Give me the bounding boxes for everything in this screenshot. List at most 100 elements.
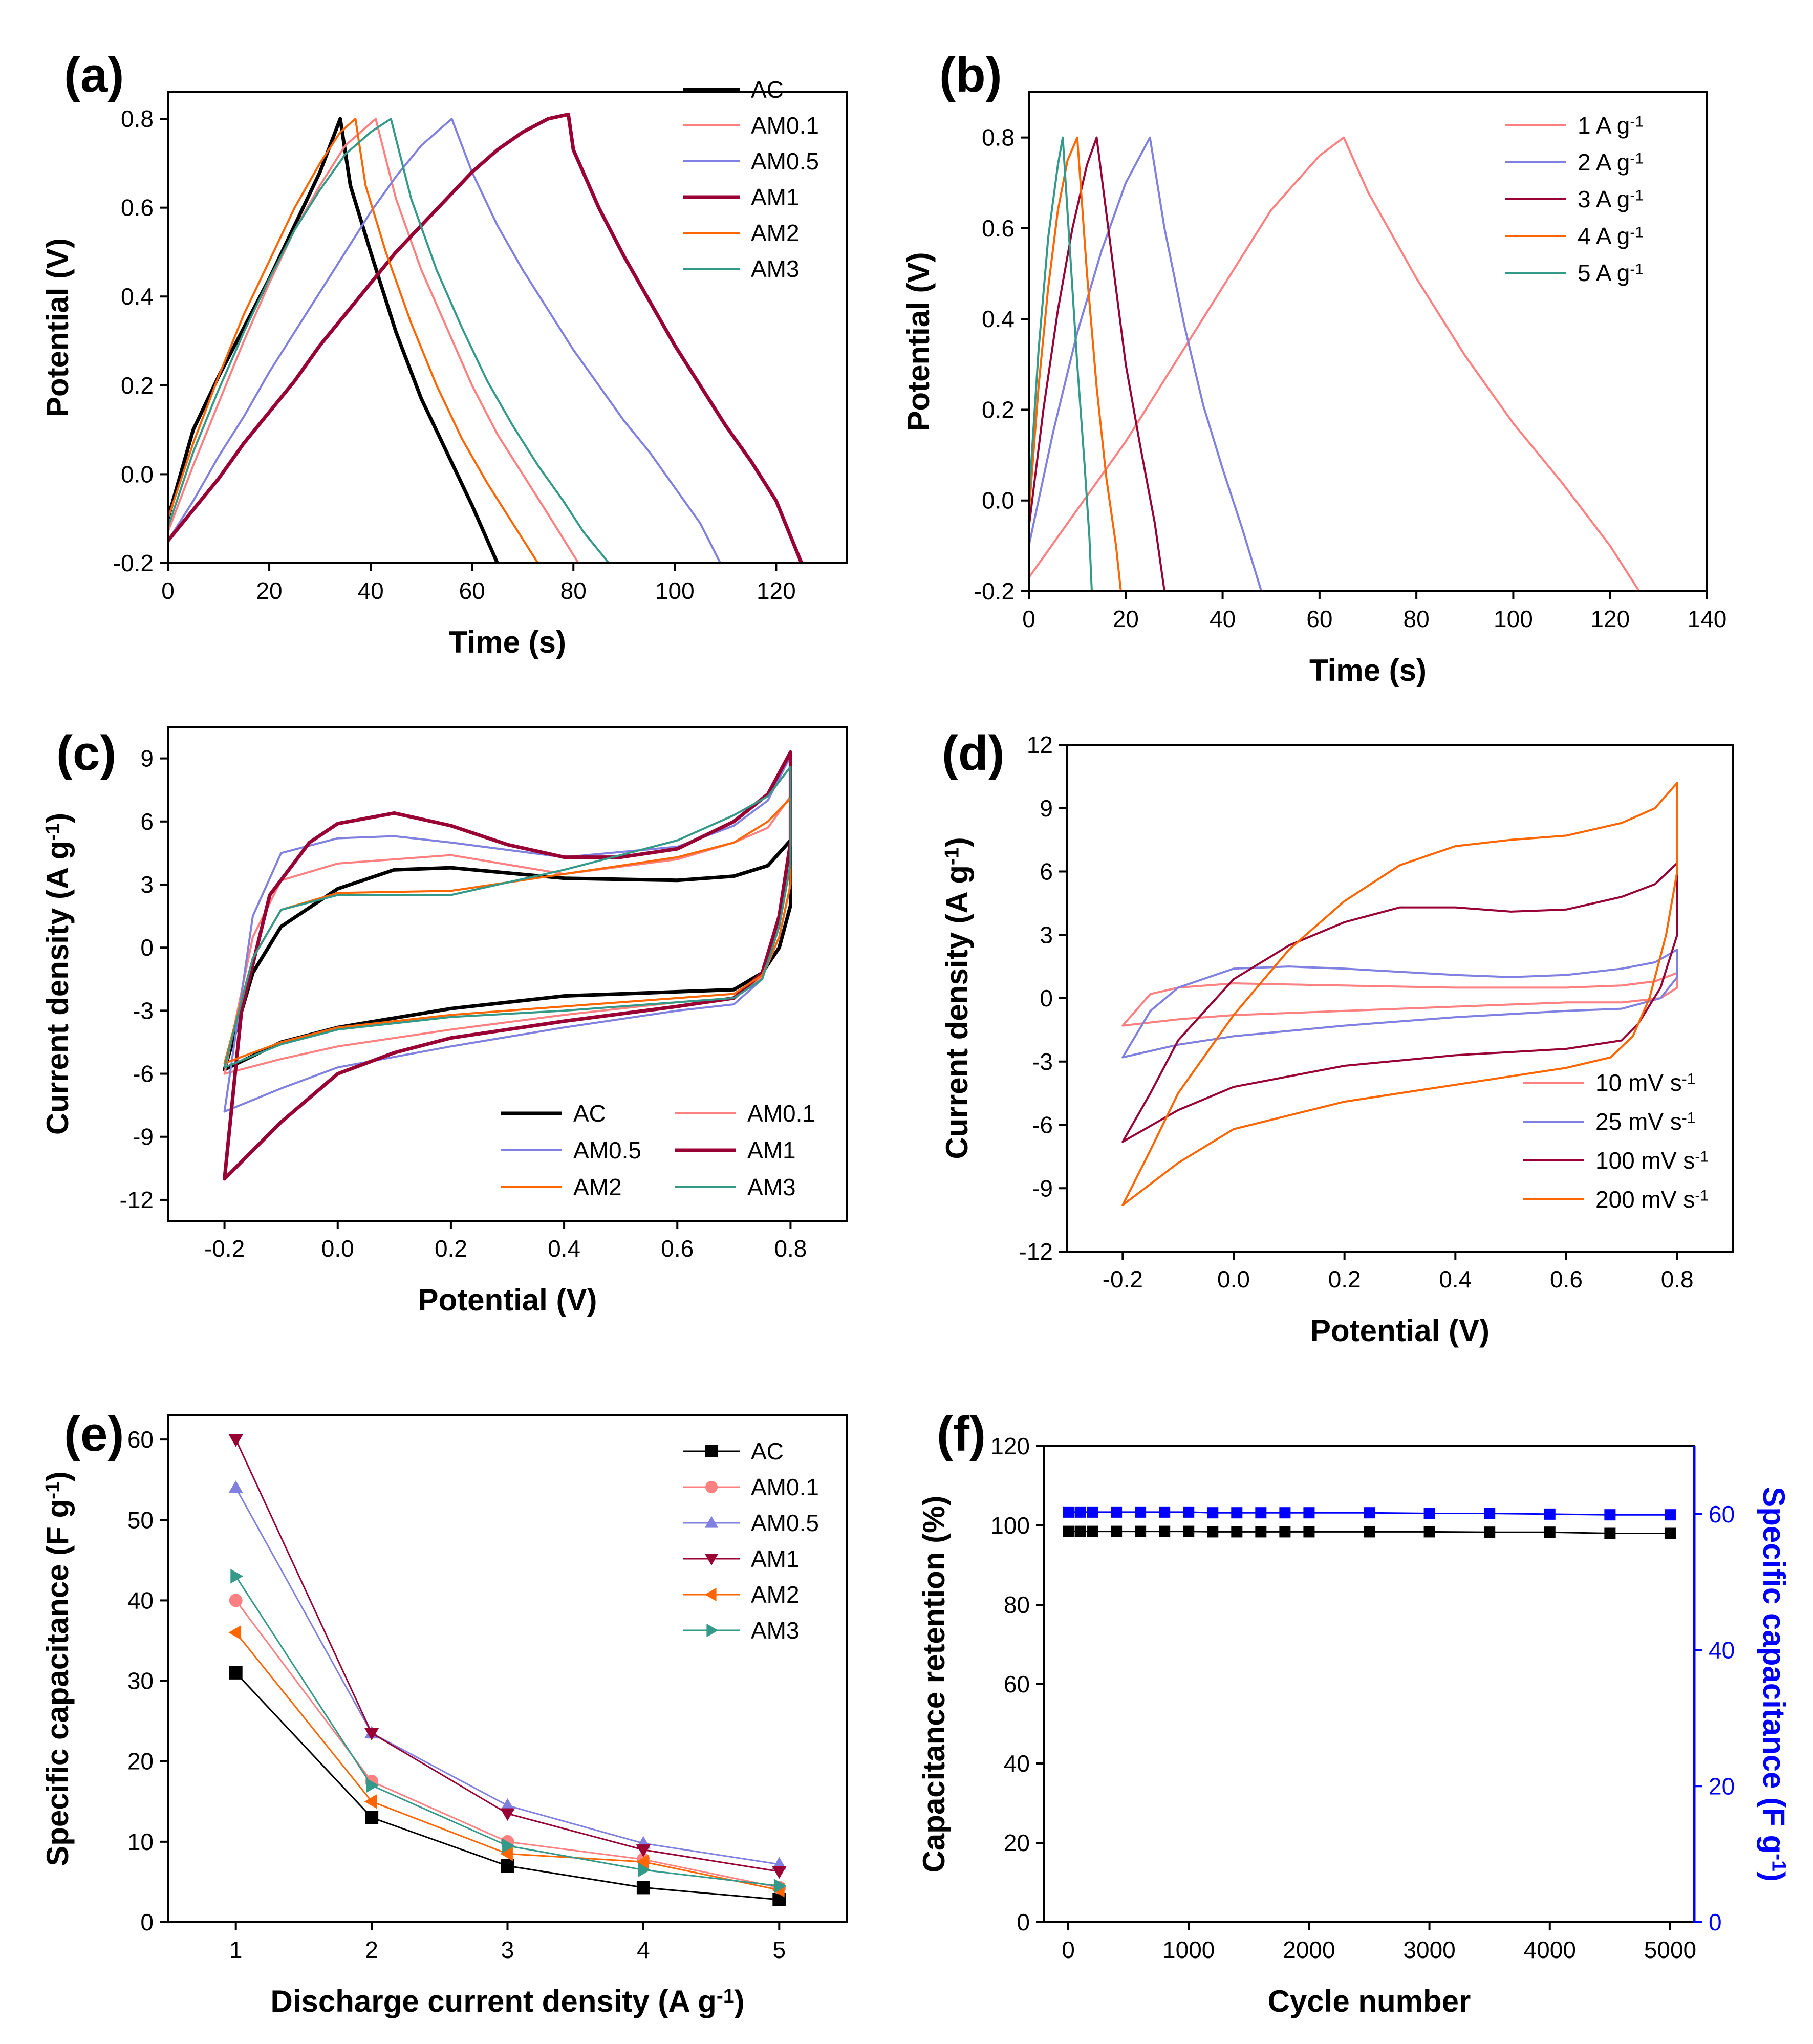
y2-axis-title-group: Specific capacitance (F g-1) (1757, 1487, 1791, 1882)
legend-label-main: AM1 (751, 184, 800, 210)
x-axis-title: Potential (V) (418, 1283, 597, 1317)
legend-label-main: AM2 (751, 1581, 800, 1608)
series-capacitance-retention-point (1087, 1525, 1098, 1537)
series-am0-1-line (223, 795, 792, 1075)
series-am1-point (500, 1808, 515, 1821)
legend: AC AM0.1 AM0.5 AM1 AM2 AM3 (501, 1100, 815, 1200)
legend-label-sup: -1 (1630, 114, 1644, 131)
series-specific-capacitance-point (1423, 1508, 1435, 1519)
series-capacitance-retention-point (1255, 1526, 1267, 1538)
panel-label: (f) (937, 1407, 986, 1461)
y-tick-label: 9 (140, 745, 154, 772)
series-specific-capacitance-point (1063, 1506, 1074, 1518)
series-am2-point (364, 1794, 377, 1809)
series-capacitance-retention-point (1111, 1525, 1123, 1537)
y-tick-label: 120 (990, 1433, 1030, 1459)
y-tick-label: 20 (1004, 1830, 1030, 1856)
series-group (1063, 1506, 1676, 1539)
y2-axis-title-main: Specific capacitance (F g (1757, 1487, 1791, 1854)
legend-label-main: 25 mV s (1595, 1108, 1682, 1135)
y-axis-title-main: Potential (V) (901, 252, 936, 431)
legend-label-main: 1 A g (1578, 112, 1630, 139)
x-axis-title-main: Time (s) (449, 625, 566, 659)
series-capacitance-retention-point (1074, 1525, 1086, 1537)
y-axis-title: Potential (V) (40, 238, 75, 417)
series-am3-line (168, 118, 610, 563)
y-axis-title-main: Current density (A g (940, 865, 974, 1159)
x-tick-label: 0 (1022, 606, 1035, 632)
legend-label: AC (751, 1438, 784, 1465)
y-tick-label: -9 (1032, 1175, 1053, 1201)
y-tick-label: 0 (1040, 985, 1053, 1012)
series-specific-capacitance-point (1604, 1509, 1616, 1521)
series-capacitance-retention-point (1159, 1525, 1171, 1537)
y-tick-label: 9 (1040, 795, 1053, 822)
legend-label-main: 5 A g (1578, 260, 1630, 286)
y-tick-label: 0.8 (982, 124, 1015, 151)
x-tick-label: 0.2 (435, 1235, 467, 1262)
legend-label-sup: -1 (1630, 150, 1644, 167)
legend-label: AM3 (747, 1174, 796, 1200)
legend-label-main: AM0.5 (751, 1510, 819, 1536)
series-2-a-g-line (1029, 136, 1263, 591)
plot-frame (167, 91, 848, 564)
y-tick-label: 0.2 (121, 372, 154, 399)
y-tick-label: 12 (1027, 731, 1053, 758)
series-am2-line (168, 118, 539, 563)
x-tick-label: 140 (1688, 606, 1727, 632)
legend-label: AM3 (751, 255, 800, 282)
series-ac-line (168, 117, 500, 563)
y-tick-label: 0 (1017, 1909, 1030, 1935)
series-specific-capacitance-point (1231, 1507, 1243, 1519)
series-am0-5-point (228, 1480, 243, 1493)
series-am1-point (772, 1866, 787, 1879)
y2-tick-label: 0 (1709, 1909, 1722, 1935)
legend-marker (704, 1587, 717, 1602)
x-axis-title: Time (s) (449, 625, 566, 659)
y-axis-title-group: Current density (A g-1) (940, 837, 974, 1159)
series-am3-point (502, 1838, 515, 1854)
legend-marker (705, 1445, 718, 1457)
legend-label-main: AM0.1 (747, 1100, 815, 1127)
y2-tick-label: 40 (1709, 1637, 1735, 1664)
legend-label: AM0.5 (573, 1137, 641, 1164)
x-axis-title-main: Cycle number (1268, 1984, 1471, 2018)
y-axis-title-main: Current density (A g (40, 841, 75, 1135)
y-tick-label: 0 (140, 934, 154, 961)
y-axis-title-sup: -1 (41, 823, 63, 841)
series-group (223, 750, 792, 1181)
chart-a: (a) 0 20 40 60 80 100 120 -0.2 0.0 0.2 0.4 0.6 0.8 Tim… (40, 48, 848, 659)
series-specific-capacitance-point (1074, 1506, 1086, 1518)
legend-label: 5 A g-1 (1578, 260, 1644, 286)
legend-label: AM0.1 (747, 1100, 815, 1127)
series-am3-line (223, 766, 792, 1069)
y-axis-title-main: Capacitance retention (%) (917, 1496, 951, 1873)
series-am2-point (636, 1854, 649, 1869)
x-axis-title-main: Discharge current density (A g (271, 1984, 717, 2018)
series-1-a-g-line (1029, 136, 1641, 591)
y-tick-label: 20 (127, 1748, 154, 1775)
series-capacitance-retention-point (1207, 1526, 1219, 1538)
series-am3-point (638, 1862, 651, 1878)
series-am3-point (366, 1778, 379, 1793)
y-tick-label: 60 (1004, 1671, 1030, 1697)
y-tick-label: 0.4 (982, 306, 1015, 332)
x-axis-title: Cycle number (1268, 1984, 1471, 2018)
series-am2-point (500, 1846, 513, 1861)
y-tick-label: 60 (127, 1426, 154, 1453)
x-axis-title: Discharge current density (A g-1) (271, 1984, 745, 2018)
y-tick-label: 0.8 (121, 105, 154, 132)
x-tick-label: 5 (773, 1937, 786, 1963)
y-axis-title-group: Specific capacitance (F g-1) (40, 1471, 75, 1866)
series-specific-capacitance-point (1111, 1506, 1123, 1518)
legend-label: 3 A g-1 (1578, 186, 1644, 212)
y2-tick-label: 20 (1709, 1773, 1735, 1799)
legend-label-sup: -1 (1630, 224, 1644, 241)
series-am1-point (636, 1844, 651, 1857)
legend-label-main: 200 mV s (1595, 1186, 1695, 1213)
legend-label: AM0.5 (751, 1510, 819, 1536)
legend: AC AM0.1 AM0.5 AM1 AM2 AM3 (683, 1438, 819, 1644)
series-specific-capacitance-point (1303, 1507, 1315, 1519)
